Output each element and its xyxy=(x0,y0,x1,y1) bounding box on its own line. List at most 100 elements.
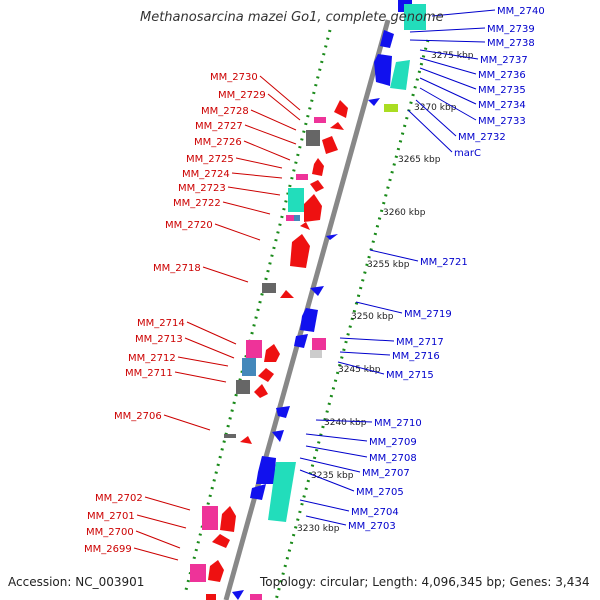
gene-feature xyxy=(310,180,324,192)
gene-label[interactable]: MM_2727 xyxy=(195,121,243,132)
forward-strand-features xyxy=(232,0,426,600)
label-leader-line xyxy=(163,414,211,431)
gene-label[interactable]: MM_2726 xyxy=(194,137,242,148)
gene-label[interactable]: MM_2719 xyxy=(404,309,452,320)
gene-feature xyxy=(330,122,344,130)
gene-label[interactable]: MM_2721 xyxy=(420,257,468,268)
gene-label[interactable]: MM_2725 xyxy=(186,154,234,165)
label-leader-line xyxy=(184,337,235,359)
gene-label[interactable]: MM_2709 xyxy=(369,437,417,448)
gene-label[interactable]: MM_2702 xyxy=(95,493,143,504)
reverse-gene-labels: MM_2730 MM_2729 MM_2728 MM_2727 MM_2726 MM_27… xyxy=(84,72,301,561)
gene-feature xyxy=(202,506,218,530)
genome-stats: Topology: circular; Length: 4,096,345 bp… xyxy=(260,575,590,589)
label-leader-line xyxy=(267,93,301,121)
gene-feature xyxy=(368,98,380,106)
gene-label[interactable]: MM_2712 xyxy=(128,353,176,364)
gene-label[interactable]: MM_2713 xyxy=(135,334,183,345)
label-leader-line xyxy=(419,67,477,90)
gene-feature xyxy=(384,104,398,112)
tick-track-right xyxy=(274,39,430,600)
gene-label[interactable]: MM_2711 xyxy=(125,368,173,379)
label-leader-line xyxy=(419,87,477,121)
gene-feature xyxy=(304,194,322,222)
label-leader-line xyxy=(431,9,496,17)
gene-feature xyxy=(312,158,324,176)
gene-label[interactable]: MM_2699 xyxy=(84,544,132,555)
label-leader-line xyxy=(177,356,229,367)
gene-label[interactable]: MM_2717 xyxy=(396,337,444,348)
gene-label[interactable]: MM_2722 xyxy=(173,198,221,209)
gene-label[interactable]: MM_2701 xyxy=(87,511,135,522)
label-leader-line xyxy=(136,514,187,529)
gene-label[interactable]: MM_2735 xyxy=(478,85,526,96)
gene-label[interactable]: MM_2736 xyxy=(478,70,526,81)
gene-feature xyxy=(280,290,294,298)
label-leader-line xyxy=(144,496,191,511)
gene-feature xyxy=(290,234,310,268)
scale-label: 3260 kbp xyxy=(383,208,426,218)
gene-feature xyxy=(310,350,322,358)
gene-feature xyxy=(404,4,426,30)
label-leader-line xyxy=(299,457,361,473)
gene-feature xyxy=(288,188,304,212)
gene-label[interactable]: MM_2730 xyxy=(210,72,258,83)
scale-label: 3270 kbp xyxy=(414,103,457,113)
gene-label[interactable]: MM_2704 xyxy=(351,507,399,518)
gene-label[interactable]: MM_2710 xyxy=(374,418,422,429)
gene-label[interactable]: MM_2716 xyxy=(392,351,440,362)
scale-label: 3265 kbp xyxy=(398,155,441,165)
gene-feature xyxy=(306,130,320,146)
gene-label[interactable]: MM_2732 xyxy=(458,132,506,143)
label-leader-line xyxy=(339,337,395,342)
gene-label[interactable]: MM_2720 xyxy=(165,220,213,231)
gene-label[interactable]: MM_2715 xyxy=(386,370,434,381)
gene-label[interactable]: MM_2700 xyxy=(86,527,134,538)
forward-gene-labels: MM_2740 MM_2739 MM_2738 MM_2737 MM_2736 MM_27… xyxy=(299,6,545,532)
scale-label: 3235 kbp xyxy=(311,471,354,481)
gene-label[interactable]: MM_2734 xyxy=(478,100,526,111)
gene-label[interactable]: MM_2728 xyxy=(201,106,249,117)
gene-feature xyxy=(236,380,250,394)
gene-feature xyxy=(224,434,236,438)
gene-feature xyxy=(310,286,324,296)
gene-feature xyxy=(220,506,236,532)
gene-label[interactable]: MM_2737 xyxy=(480,55,528,66)
gene-label[interactable]: MM_2724 xyxy=(182,169,230,180)
label-leader-line xyxy=(305,515,347,526)
label-leader-line xyxy=(369,249,419,262)
gene-feature xyxy=(300,222,310,230)
gene-label[interactable]: marC xyxy=(454,148,481,159)
scale-label: 3245 kbp xyxy=(338,365,381,375)
gene-label[interactable]: MM_2739 xyxy=(487,24,535,35)
gene-label[interactable]: MM_2733 xyxy=(478,116,526,127)
label-leader-line xyxy=(355,301,403,314)
gene-feature xyxy=(250,484,266,500)
gene-label[interactable]: MM_2714 xyxy=(137,318,185,329)
gene-label[interactable]: MM_2718 xyxy=(153,263,201,274)
gene-label[interactable]: MM_2703 xyxy=(348,521,396,532)
gene-label[interactable]: MM_2723 xyxy=(178,183,226,194)
label-leader-line xyxy=(231,172,283,179)
gene-feature xyxy=(268,462,296,522)
gene-feature xyxy=(208,560,224,582)
scale-label: 3275 kbp xyxy=(431,51,474,61)
label-leader-line xyxy=(305,433,368,442)
genome-title: Methanosarcina mazei Go1, complete genom… xyxy=(140,10,444,25)
gene-label[interactable]: MM_2738 xyxy=(487,38,535,49)
gene-label[interactable]: MM_2705 xyxy=(356,487,404,498)
gene-label[interactable]: MM_2729 xyxy=(218,90,266,101)
scale-label: 3255 kbp xyxy=(367,260,410,270)
label-leader-line xyxy=(419,77,477,105)
gene-label[interactable]: MM_2708 xyxy=(369,453,417,464)
label-leader-line xyxy=(419,49,479,60)
gene-feature xyxy=(264,344,280,362)
gene-feature xyxy=(254,384,268,398)
gene-label[interactable]: MM_2706 xyxy=(114,411,162,422)
gene-label[interactable]: MM_2740 xyxy=(497,6,545,17)
label-leader-line xyxy=(409,39,486,43)
gene-label[interactable]: MM_2707 xyxy=(362,468,410,479)
scale-label: 3230 kbp xyxy=(297,524,340,534)
gene-feature xyxy=(276,406,290,418)
label-leader-line xyxy=(133,547,179,561)
